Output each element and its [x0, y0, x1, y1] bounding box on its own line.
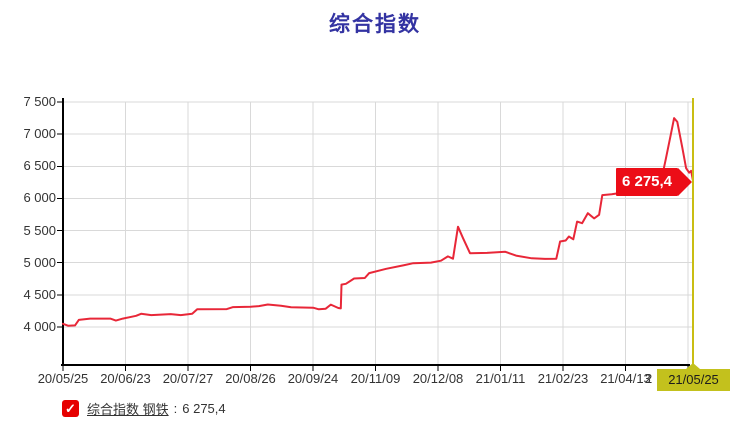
x-axis-tick-label: 21/02/23: [537, 371, 589, 386]
y-axis-tick-label: 6 500: [23, 158, 56, 174]
y-axis-tick-label: 5 500: [23, 222, 56, 238]
x-axis-tick-label: 20/08/26: [225, 371, 276, 386]
x-axis-tick-label: 20/12/08: [412, 371, 464, 386]
x-axis-tick-label: 21/01/11: [475, 371, 526, 386]
legend-separator: :: [173, 401, 178, 416]
y-axis-tick-label: 4 500: [23, 286, 56, 302]
x-axis-tick-label: 20/06/23: [100, 371, 151, 386]
y-axis-tick-label: 4 000: [23, 319, 56, 334]
cursor-date-label: 21/05/25: [657, 363, 730, 391]
y-axis-tick-label: 5 000: [23, 254, 56, 270]
x-axis-partial-label: 2: [645, 371, 653, 386]
legend-series-link[interactable]: 综合指数 钢铁: [87, 402, 169, 417]
y-axis-tick-label: 7 500: [23, 94, 56, 109]
x-axis-tick-label: 20/05/25: [37, 371, 89, 386]
check-icon: ✓: [65, 401, 76, 416]
legend-current-value: 6 275,4: [182, 401, 226, 416]
x-axis-tick-label: 21/04/13: [600, 371, 651, 386]
chart-title: 综合指数: [329, 13, 421, 36]
last-value-callout: 6 275,4: [616, 168, 692, 196]
legend: ✓ 综合指数 钢铁 : 6 275,4: [62, 399, 226, 418]
horizontal-gridlines: [63, 101, 693, 328]
x-axis-tick-label: 20/11/09: [350, 371, 401, 386]
axes: [57, 98, 690, 371]
x-axis-tick-label: 20/07/27: [162, 371, 214, 386]
line-chart-plot[interactable]: [0, 0, 750, 398]
y-axis-tick-label: 7 000: [23, 126, 56, 142]
x-axis-tick-label: 20/09/24: [287, 371, 339, 386]
series-checkbox[interactable]: ✓: [62, 400, 79, 417]
y-axis-tick-label: 6 000: [23, 190, 56, 206]
vertical-gridlines: [125, 102, 689, 365]
last-value-text: 6 275,4: [621, 173, 673, 190]
